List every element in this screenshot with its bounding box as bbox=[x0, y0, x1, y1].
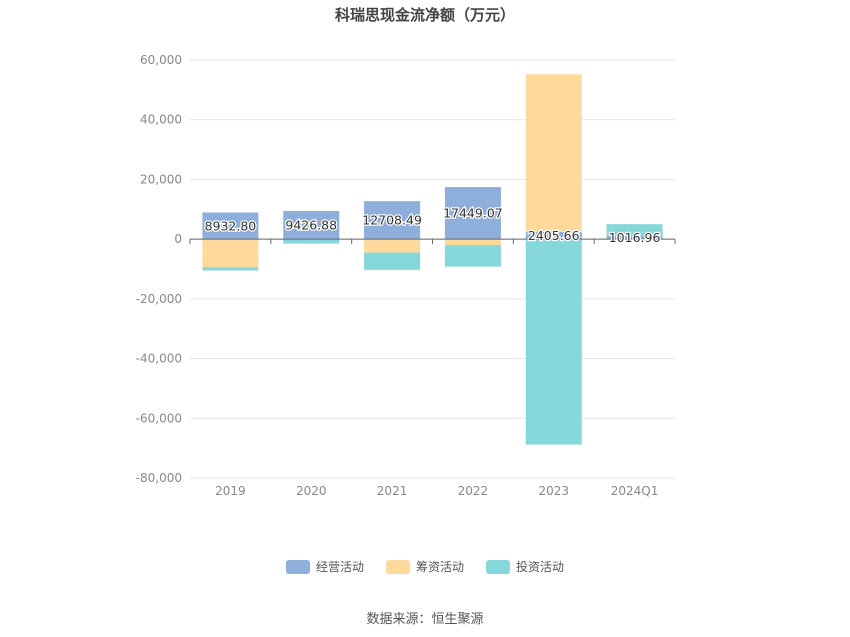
bar-segment bbox=[525, 231, 582, 240]
chart-title: 科瑞思现金流净额（万元） bbox=[334, 6, 515, 24]
data-label: 2405.66 bbox=[528, 228, 580, 243]
bar-segment bbox=[444, 187, 501, 240]
bar-segment bbox=[444, 239, 501, 246]
bar-segment bbox=[283, 210, 340, 240]
legend-swatch bbox=[385, 559, 410, 574]
data-label: 9426.88 bbox=[285, 218, 337, 233]
x-tick-label: 2022 bbox=[458, 484, 489, 498]
x-tick-label: 2021 bbox=[377, 484, 408, 498]
y-axis-ticks: 60,000 40,000 20,000 0 -20,000 -40,000 -60,000… bbox=[136, 53, 182, 485]
x-tick-label: 2020 bbox=[296, 484, 327, 498]
bar-segment bbox=[525, 74, 582, 232]
source-note: 数据来源：恒生聚源 bbox=[366, 612, 484, 627]
legend: 经营活动 筹资活动 投资活动 bbox=[0, 558, 850, 575]
data-labels: 8932.80 9426.88 12708.49 17449.07 2405.66 101… bbox=[203, 204, 661, 246]
legend-item[interactable]: 投资活动 bbox=[486, 558, 564, 575]
legend-label: 筹资活动 bbox=[415, 560, 464, 574]
bar-segment bbox=[364, 239, 421, 253]
y-tick-label: -40,000 bbox=[136, 352, 182, 366]
bar-segment bbox=[364, 252, 421, 270]
bars bbox=[202, 74, 663, 445]
data-label: 1016.96 bbox=[609, 230, 661, 245]
y-tick-label: -60,000 bbox=[136, 411, 182, 425]
bar-segment bbox=[202, 212, 259, 240]
x-tick-label: 2019 bbox=[215, 484, 246, 498]
bar-segment bbox=[364, 201, 421, 240]
data-label: 12708.49 bbox=[362, 213, 422, 228]
y-tick-label: -80,000 bbox=[136, 471, 182, 485]
data-label: 17449.07 bbox=[443, 206, 503, 221]
bar-segment bbox=[444, 245, 501, 267]
data-label: 8932.80 bbox=[205, 218, 257, 233]
bar-segment bbox=[283, 239, 340, 244]
bar-segment bbox=[525, 239, 582, 445]
legend-item[interactable]: 经营活动 bbox=[285, 558, 364, 575]
x-tick-label: 2023 bbox=[538, 484, 569, 498]
legend-label: 经营活动 bbox=[315, 560, 364, 574]
bar-segment bbox=[202, 267, 259, 271]
y-tick-label: 20,000 bbox=[140, 172, 182, 186]
legend-swatch bbox=[285, 559, 310, 574]
legend-label: 投资活动 bbox=[516, 560, 565, 574]
y-tick-label: 60,000 bbox=[140, 53, 182, 67]
y-tick-label: -20,000 bbox=[136, 292, 182, 306]
x-tick-label: 2024Q1 bbox=[611, 484, 659, 498]
x-axis-ticks: 2019 2020 2021 2022 2023 2024Q1 bbox=[189, 239, 676, 498]
legend-item[interactable]: 筹资活动 bbox=[385, 558, 464, 575]
bar-segment bbox=[202, 239, 259, 268]
grid-lines bbox=[190, 59, 675, 479]
bar-segment bbox=[606, 224, 663, 237]
y-tick-label: 40,000 bbox=[140, 113, 182, 127]
y-tick-label: 0 bbox=[174, 232, 182, 246]
bar-segment bbox=[606, 236, 663, 240]
legend-swatch bbox=[486, 559, 510, 574]
